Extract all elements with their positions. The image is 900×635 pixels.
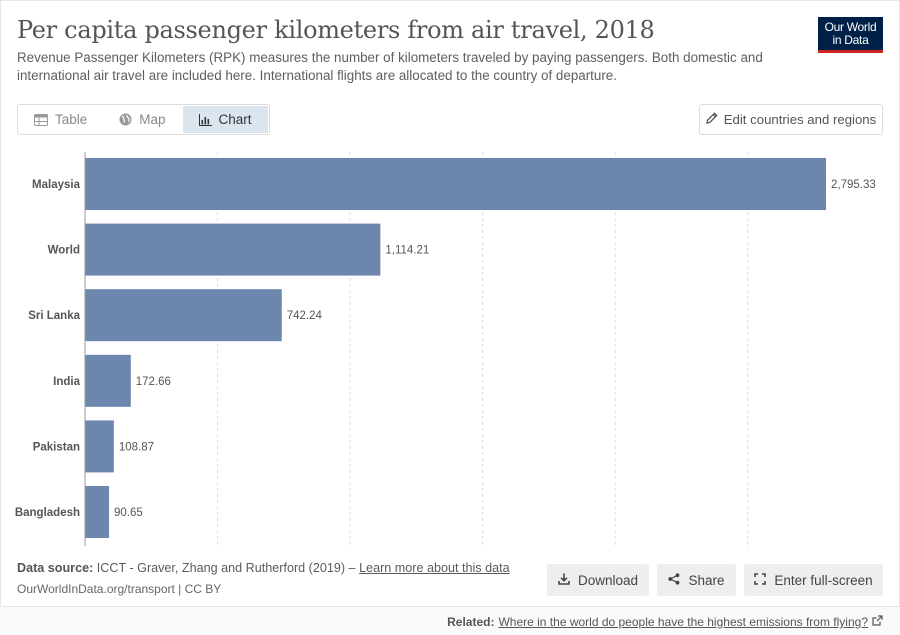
tab-map-label: Map [139, 112, 166, 127]
learn-more-link[interactable]: Learn more about this data [359, 561, 510, 575]
chart-icon [198, 113, 212, 126]
related-link[interactable]: Where in the world do people have the hi… [498, 615, 868, 629]
tab-map[interactable]: Map [103, 105, 181, 134]
value-label: 108.87 [119, 441, 154, 453]
value-label: 172.66 [136, 376, 171, 388]
logo-line2: in Data [832, 33, 869, 47]
value-label: 90.65 [114, 507, 143, 519]
category-label: World [48, 245, 80, 257]
related-bar: Related: Where in the world do people ha… [0, 606, 900, 635]
edit-countries-button[interactable]: Edit countries and regions [699, 104, 883, 135]
edit-countries-label: Edit countries and regions [723, 112, 877, 127]
fullscreen-button[interactable]: Enter full-screen [744, 564, 883, 596]
page-title: Per capita passenger kilometers from air… [17, 16, 655, 44]
bar-pakistan [85, 420, 114, 473]
bar-india [85, 354, 131, 407]
download-button[interactable]: Download [547, 564, 649, 596]
download-label: Download [577, 572, 639, 588]
bar-sri-lanka [85, 289, 282, 342]
pencil-icon [705, 112, 718, 127]
owid-logo[interactable]: Our World in Data [818, 17, 883, 53]
tab-table-label: Table [55, 112, 88, 127]
value-label: 2,795.33 [831, 179, 876, 191]
data-source: Data source: ICCT - Graver, Zhang and Ru… [17, 561, 510, 575]
share-label: Share [688, 572, 725, 588]
bar-malaysia [85, 158, 826, 210]
tab-chart-label: Chart [218, 112, 252, 127]
category-label: Bangladesh [15, 507, 80, 519]
category-label: India [53, 376, 80, 388]
category-label: Pakistan [33, 441, 80, 453]
view-tabs: Table Map Chart [17, 104, 270, 135]
value-label: 742.24 [287, 310, 323, 322]
category-label: Malaysia [32, 179, 81, 191]
value-label: 1,114.21 [385, 245, 429, 257]
bar-world [85, 223, 381, 276]
bar-bangladesh [85, 486, 110, 538]
bar-chart: Malaysia 2,795.33 World 1,114.21 Sri Lanka 74… [15, 152, 876, 546]
external-link-icon [872, 615, 883, 629]
related-label: Related: [447, 615, 495, 629]
share-button[interactable]: Share [657, 564, 736, 596]
expand-icon [754, 572, 767, 588]
share-icon [668, 572, 680, 588]
page-subtitle: Revenue Passenger Kilometers (RPK) measu… [17, 50, 763, 83]
tab-table[interactable]: Table [18, 105, 103, 134]
source-url[interactable]: OurWorldInData.org/transport | CC BY [17, 582, 222, 596]
download-icon [558, 573, 570, 588]
table-icon [34, 113, 48, 126]
source-text: ICCT - Graver, Zhang and Rutherford (201… [96, 561, 356, 575]
fullscreen-label: Enter full-screen [774, 572, 873, 588]
logo-line1: Our World [824, 20, 877, 34]
related-text: Related: Where in the world do people ha… [447, 615, 883, 629]
category-label: Sri Lanka [28, 310, 80, 322]
tab-chart[interactable]: Chart [182, 106, 268, 133]
source-label: Data source: [17, 561, 94, 575]
globe-icon [119, 113, 132, 126]
